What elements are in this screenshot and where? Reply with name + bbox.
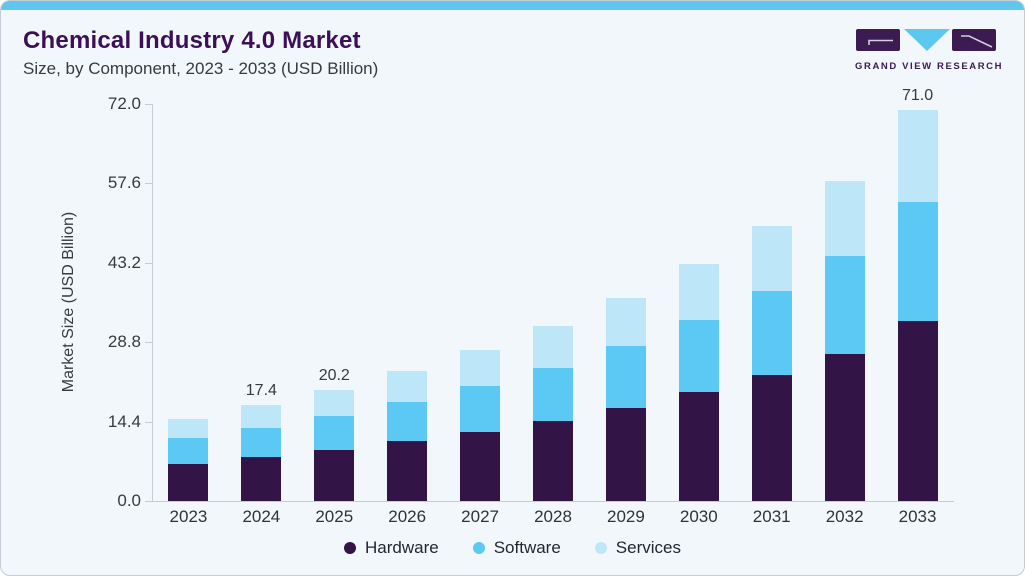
bar-total-label-2033: 71.0 [901,86,934,104]
bar-2026-services [387,371,428,402]
bar-2029-software [605,345,646,408]
top-accent-bar [1,1,1024,10]
y-tick-label: 0.0 [117,491,141,510]
legend-label-hardware: Hardware [365,538,439,557]
bar-2026-software [387,401,428,442]
bar-2031-services [751,225,792,291]
x-tick-label-2030: 2030 [679,507,718,526]
y-tick-mark [145,183,152,185]
bar-2023-services [168,418,209,439]
bar-2029-hardware [605,407,646,501]
bar-2027-software [460,386,501,433]
chart-header: Chemical Industry 4.0 Market Size, by Co… [23,27,378,79]
x-tick-label-2025: 2025 [315,507,354,526]
bar-2032-software [824,256,865,354]
bar-2032-services [824,180,865,257]
bar-2026-hardware [387,441,428,501]
bar-2023-software [168,438,209,464]
y-tick-label: 43.2 [107,252,141,272]
bar-2023-hardware [168,463,209,501]
bar-2024-services [241,405,282,428]
page-subtitle: Size, by Component, 2023 - 2033 (USD Bil… [23,58,379,78]
y-tick-label: 57.6 [107,173,141,193]
bar-2031-software [751,290,792,375]
bar-2024-software [241,427,282,457]
y-tick-label: 28.8 [107,332,141,352]
x-tick-label-2027: 2027 [461,507,499,526]
bar-2031-hardware [751,374,792,501]
x-tick-label-2031: 2031 [752,507,791,526]
bar-2030-software [678,320,719,393]
y-tick-mark [145,421,152,423]
x-tick-label-2028: 2028 [534,507,572,526]
x-tick-label-2026: 2026 [388,507,427,526]
bar-2028-software [533,367,573,422]
software-swatch-icon [472,542,485,554]
bar-2027-services [460,350,501,387]
legend-item-services: Services [594,538,681,558]
bar-2025-software [314,416,355,450]
bar-2028-services [533,326,573,368]
bar-2028-hardware [533,421,573,501]
y-tick-mark [145,104,152,105]
legend-label-software: Software [493,538,561,557]
legend: Hardware Software Services [1,538,1024,558]
bar-2029-services [605,297,646,346]
bar-2030-hardware [678,392,719,501]
bar-2033-hardware [897,320,938,501]
legend-item-hardware: Hardware [344,538,439,558]
bar-total-label-2024: 17.4 [245,382,277,400]
hardware-swatch-icon [344,542,356,554]
bar-2025-services [314,389,355,417]
y-tick-mark [145,262,152,264]
bar-2033-software [897,201,938,321]
y-tick-mark [145,342,152,344]
x-tick-label-2033: 2033 [898,507,937,526]
bar-total-label-2025: 20.2 [318,366,350,384]
y-tick-label: 14.4 [107,411,141,431]
bar-2033-services [897,109,938,202]
gvr-logo: GRAND VIEW RESEARCH [855,28,1004,72]
bar-2025-hardware [314,449,355,501]
y-tick-label: 72.0 [107,94,141,113]
gvr-logo-icon [856,29,996,51]
bar-2030-services [678,264,719,321]
y-axis-line [152,104,153,501]
services-swatch-icon [594,542,607,554]
page-title: Chemical Industry 4.0 Market [23,27,361,54]
bar-2024-hardware [241,456,282,501]
gvr-logo-text: GRAND VIEW RESEARCH [855,61,1004,72]
x-tick-label-2032: 2032 [825,507,864,526]
legend-item-software: Software [472,538,561,558]
bar-2027-hardware [460,432,501,501]
legend-label-services: Services [615,538,681,557]
bar-2032-hardware [824,353,865,501]
x-tick-label-2024: 2024 [242,507,281,526]
y-tick-mark [145,501,152,502]
x-axis-line [145,501,954,502]
x-tick-label-2023: 2023 [169,507,208,526]
x-tick-label-2029: 2029 [606,507,645,526]
